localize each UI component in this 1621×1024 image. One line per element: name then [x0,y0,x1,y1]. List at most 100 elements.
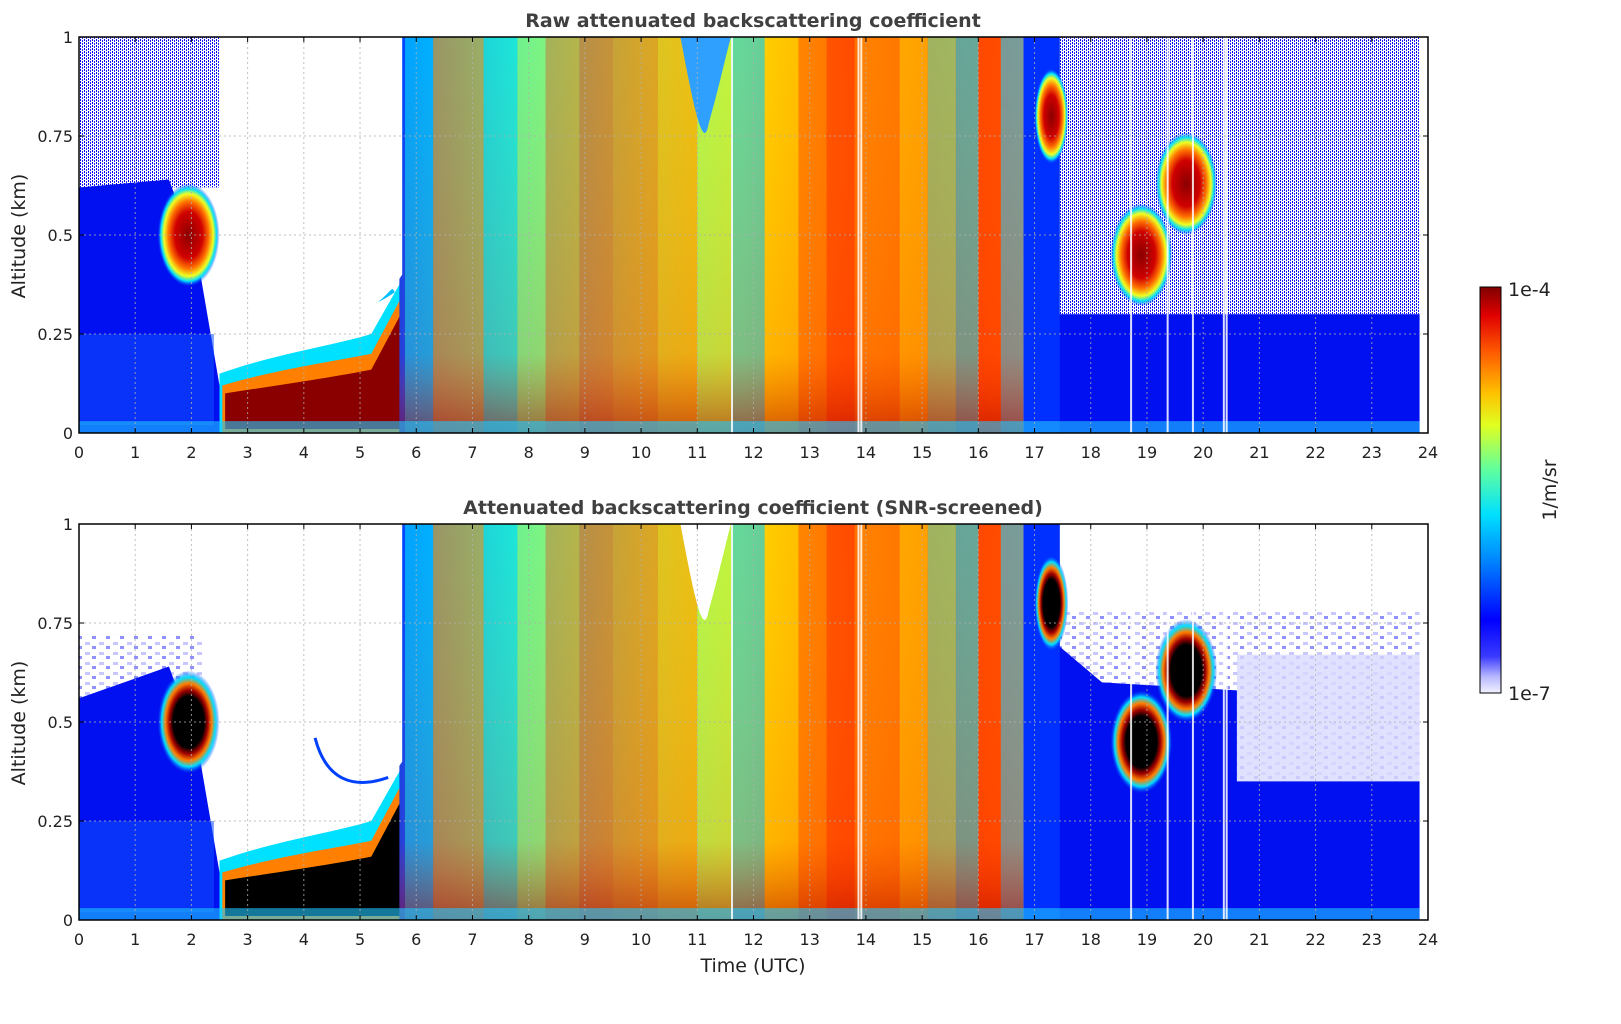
x-tick-label: 10 [631,443,651,462]
x-tick-label: 9 [580,443,590,462]
x-tick-label: 24 [1418,443,1438,462]
x-tick-label: 23 [1362,930,1382,949]
panel-1-ylabel: Altitude (km) [8,174,30,299]
y-tick-label: 1 [63,28,73,47]
panel-2-title: Attenuated backscattering coefficient (S… [463,497,1043,519]
cloud-layer [1034,555,1069,651]
x-tick-label: 2 [186,443,196,462]
data-gap-line [860,37,863,433]
x-tick-label: 19 [1137,443,1157,462]
x-tick-label: 23 [1362,443,1382,462]
colorbar-gradient [1479,286,1502,694]
colorbar: 1e-4 1e-7 1/m/sr [1479,279,1561,705]
x-tick-label: 24 [1418,930,1438,949]
x-tick-label: 8 [524,930,534,949]
x-tick-label: 7 [467,443,477,462]
data-gap-line [1225,37,1228,433]
x-tick-label: 17 [1024,443,1044,462]
y-tick-label: 0.5 [48,713,73,732]
x-tick-label: 22 [1305,443,1325,462]
panel-1-plot-area: 0 1 2 3 4 5 6 7 8 9 10 11 12 13 14 15 16 17 18 19 20 21 22 23 24… [37,28,1438,462]
x-tick-label: 3 [243,930,253,949]
data-gap-line [1191,524,1194,920]
x-tick-label: 11 [687,930,707,949]
panel-2-plot-area: 0 1 2 3 4 5 6 7 8 9 10 11 12 13 14 15 16 17 18 19 20 21 22 23 24… [37,515,1438,949]
y-tick-label: 1 [63,515,73,534]
x-tick-label: 22 [1305,930,1325,949]
screened-speckle [1236,654,1420,782]
x-tick-label: 10 [631,930,651,949]
data-gap-line [857,524,860,920]
surface-overlap-band [79,421,1420,433]
cloud-layer [1034,68,1069,164]
x-tick-label: 4 [299,930,309,949]
x-tick-label: 13 [800,443,820,462]
data-gap-line [1166,37,1169,433]
x-tick-label: 11 [687,443,707,462]
x-tick-label: 6 [411,443,421,462]
x-tick-label: 12 [743,930,763,949]
plume-gap [680,37,732,133]
data-gap-line [1166,524,1169,920]
x-tick-label: 5 [355,443,365,462]
boundary-layer-haze [79,334,214,426]
cloud-layer [157,183,220,287]
cloud-layer [1155,619,1218,723]
x-tick-label: 2 [186,930,196,949]
x-tick-label: 5 [355,930,365,949]
y-tick-label: 0.25 [37,812,73,831]
colorbar-min-label: 1e-7 [1508,683,1551,705]
x-tick-label: 20 [1193,930,1213,949]
x-tick-label: 0 [74,443,84,462]
y-tick-label: 0.75 [37,614,73,633]
y-tick-label: 0 [63,424,73,443]
cloud-layer [1110,203,1173,307]
x-tick-label: 3 [243,443,253,462]
x-tick-label: 14 [856,443,876,462]
x-tick-label: 12 [743,443,763,462]
panel-2-ylabel: Altitude (km) [8,661,30,786]
y-tick-label: 0.5 [48,226,73,245]
clear-air-region [202,524,403,853]
clear-air-region [219,37,403,366]
surface-overlap-band [79,908,1420,920]
cloud-layer [1110,690,1173,794]
x-tick-label: 9 [580,930,590,949]
blue-background-region [1045,314,1420,433]
x-tick-label: 13 [800,930,820,949]
x-tick-label: 1 [130,930,140,949]
y-tick-label: 0.25 [37,325,73,344]
x-tick-label: 14 [856,930,876,949]
data-gap-line [1222,524,1225,920]
x-tick-label: 8 [524,443,534,462]
colorbar-unit-label: 1/m/sr [1539,459,1561,520]
x-tick-label: 16 [968,930,988,949]
data-gap-line [1130,524,1133,920]
x-axis-label: Time (UTC) [699,955,805,977]
noise-region [79,37,220,188]
data-gap-line [857,37,860,433]
x-tick-label: 6 [411,930,421,949]
data-gap-line [731,524,734,920]
x-tick-label: 18 [1081,443,1101,462]
data-gap-line [860,524,863,920]
x-tick-label: 21 [1249,443,1269,462]
x-tick-label: 15 [912,443,932,462]
x-tick-label: 1 [130,443,140,462]
data-gap-line [1225,524,1228,920]
data-gap-line [731,37,734,433]
x-tick-label: 19 [1137,930,1157,949]
x-tick-label: 7 [467,930,477,949]
x-tick-label: 0 [74,930,84,949]
data-gap-line [1222,37,1225,433]
x-tick-label: 15 [912,930,932,949]
y-tick-label: 0.75 [37,127,73,146]
data-gap-line [1130,37,1133,433]
panel-1-title: Raw attenuated backscattering coefficien… [525,10,981,32]
data-gap-line [1191,37,1194,433]
x-tick-label: 16 [968,443,988,462]
colorbar-max-label: 1e-4 [1508,279,1551,301]
x-tick-label: 18 [1081,930,1101,949]
